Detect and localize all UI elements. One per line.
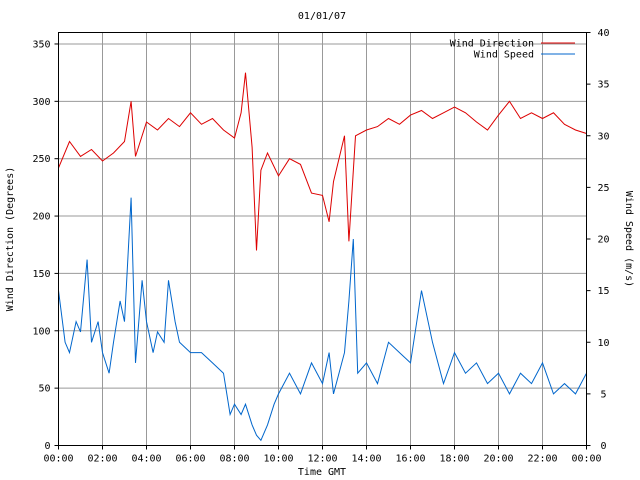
- wind-direction-line: [58, 72, 587, 251]
- x-tick-label: 20:00: [483, 454, 513, 465]
- x-axis-title: Time GMT: [298, 467, 346, 478]
- y-right-tick-label: 0: [600, 441, 606, 452]
- x-tick-label: 12:00: [307, 454, 337, 465]
- y-right-tick-label: 15: [597, 286, 609, 297]
- y-right-axis-ticks: 0 5 10 15 20 25 30 35 40: [586, 28, 610, 452]
- y-right-tick-label: 10: [597, 338, 609, 349]
- y-right-tick-label: 40: [597, 28, 609, 39]
- y-left-tick-label: 350: [32, 39, 50, 50]
- series-layer: [58, 72, 587, 442]
- y-right-tick-label: 35: [597, 80, 609, 91]
- x-tick-label: 00:00: [43, 454, 73, 465]
- x-tick-label: 22:00: [527, 454, 557, 465]
- x-tick-label: 04:00: [131, 454, 161, 465]
- wind-speed-line: [58, 197, 587, 442]
- x-tick-label: 06:00: [175, 454, 205, 465]
- y-right-tick-label: 20: [597, 235, 609, 246]
- y-right-tick-label: 5: [600, 389, 606, 400]
- y-left-tick-label: 50: [38, 384, 50, 395]
- y-left-tick-label: 150: [32, 269, 50, 280]
- x-tick-label: 14:00: [351, 454, 381, 465]
- x-tick-label: 08:00: [219, 454, 249, 465]
- y-left-tick-label: 200: [32, 212, 50, 223]
- legend-label: Wind Speed: [474, 50, 534, 61]
- grid-lines: [58, 32, 587, 446]
- y-left-tick-label: 100: [32, 326, 50, 337]
- x-tick-label: 10:00: [263, 454, 293, 465]
- chart-title: 01/01/07: [298, 11, 346, 22]
- x-tick-label: 16:00: [395, 454, 425, 465]
- y-left-axis-title: Wind Direction (Degrees): [5, 167, 16, 312]
- y-left-tick-label: 250: [32, 154, 50, 165]
- y-left-tick-label: 300: [32, 97, 50, 108]
- y-right-tick-label: 30: [597, 131, 609, 142]
- y-left-axis-ticks: 0 50 100 150 200 250 300 350: [32, 39, 59, 452]
- y-left-tick-label: 0: [44, 441, 50, 452]
- x-tick-label: 18:00: [439, 454, 469, 465]
- y-right-tick-label: 25: [597, 183, 609, 194]
- x-tick-label: 02:00: [87, 454, 117, 465]
- x-axis-ticks: 00:00 02:00 04:00 06:00 08:00 10:00 12:00 14:00…: [43, 445, 602, 465]
- x-tick-label: 00:00: [571, 454, 601, 465]
- y-right-axis-title: Wind Speed (m/s): [623, 191, 634, 287]
- legend-label: Wind Direction: [450, 39, 534, 50]
